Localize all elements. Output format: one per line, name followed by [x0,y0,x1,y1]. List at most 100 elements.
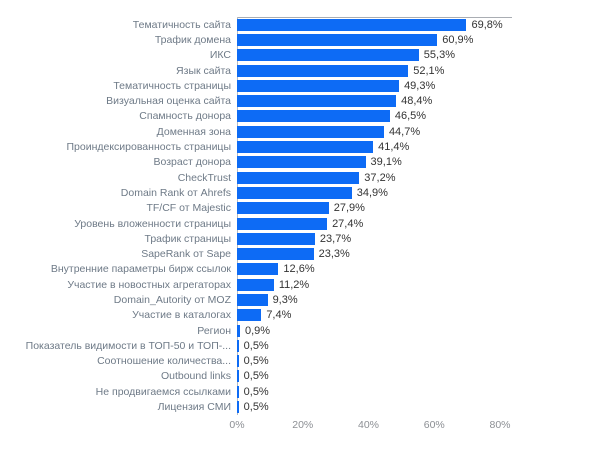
x-tick-label: 60% [423,419,445,431]
bar-track: 12,6% [237,263,600,276]
value-label: 0,5% [243,370,269,383]
bar-track: 27,4% [237,217,600,230]
x-tick-label: 20% [292,419,314,431]
x-tick-label: 40% [357,419,380,431]
bar-track: 0,5% [237,370,600,383]
bar [237,339,239,352]
value-label: 12,6% [283,263,315,276]
chart-row: Уровень вложенности страницы 27,4% [0,216,600,231]
category-label: Участие в каталогах [132,309,231,322]
chart-row: Участие в каталогах 7,4% [0,308,600,323]
bar-track: 0,9% [237,324,600,337]
value-label: 0,5% [243,401,269,414]
bar-track: 37,2% [237,171,600,184]
chart-row: Доменная зона 44,7% [0,124,600,139]
bar-track: 34,9% [237,186,600,199]
category-label: Не продвигаемся ссылками [95,385,231,398]
category-label: Уровень вложенности страницы [74,217,231,230]
bar-track: 7,4% [237,309,600,322]
category-label: Внутренние параметры бирж ссылок [50,263,231,276]
category-label: Доменная зона [156,125,231,138]
bar [237,263,279,276]
bar [237,278,274,291]
bar [237,141,374,154]
x-tick-label: 0% [229,419,245,431]
category-label: Язык сайта [176,64,231,77]
bar-track: 60,9% [237,33,600,46]
value-label: 11,2% [278,278,310,291]
bar-track: 44,7% [237,125,600,138]
category-label: Возраст донора [153,156,231,169]
category-label: Соотношение количества... [97,355,231,368]
chart-row: Участие в новостных агрегаторах 11,2% [0,277,600,292]
bar [237,125,384,138]
value-label: 55,3% [423,49,455,62]
value-label: 9,3% [272,293,298,306]
bar [237,33,438,46]
bar [237,293,268,306]
chart-row: Язык сайта 52,1% [0,63,600,78]
chart-row: Domain Rank от Ahrefs 34,9% [0,185,600,200]
category-label: Тематичность страницы [113,79,231,92]
bar-track: 0,5% [237,401,600,414]
bar [237,49,419,62]
chart-row: Внутренние параметры бирж ссылок 12,6% [0,262,600,277]
chart-row: Возраст донора 39,1% [0,155,600,170]
bar [237,110,390,123]
value-label: 23,3% [318,248,350,261]
bar [237,248,314,261]
category-label: CheckTrust [177,171,231,184]
bar [237,171,360,184]
value-label: 39,1% [370,156,402,169]
category-label: Показатель видимости в ТОП-50 и ТОП-... [25,339,231,352]
category-label: Трафик домена [154,33,231,46]
value-label: 0,5% [243,339,269,352]
bar [237,217,328,230]
bar [237,156,366,169]
chart-row: CheckTrust 37,2% [0,170,600,185]
value-label: 27,4% [332,217,364,230]
bar-track: 11,2% [237,278,600,291]
bar-track: 23,7% [237,232,600,245]
value-label: 27,9% [333,202,365,215]
value-label: 0,9% [244,324,271,337]
bar [237,401,239,414]
category-label: Трафик страницы [144,232,231,245]
chart-row: Спамность донора 46,5% [0,109,600,124]
chart-row: Трафик страницы 23,7% [0,231,600,246]
bar [237,64,409,77]
x-axis: 0% 20% 40% 60% 80% [0,419,600,433]
value-label: 23,7% [319,232,352,245]
bar [237,355,239,368]
value-label: 69,8% [471,18,503,31]
value-label: 44,7% [388,125,421,138]
chart-row: ИКС 55,3% [0,48,600,63]
category-label: Визуальная оценка сайта [106,95,231,108]
category-label: ИКС [209,49,231,62]
value-label: 37,2% [364,171,396,184]
bar-track: 0,5% [237,339,600,352]
category-label: Domain Rank от Ahrefs [120,186,231,199]
category-label: Регион [197,324,231,337]
bar [237,232,315,245]
chart-row: Лицензия СМИ 0,5% [0,399,600,414]
plot-top-border [237,17,512,18]
chart-row: Показатель видимости в ТОП-50 и ТОП-... 0… [0,338,600,353]
value-label: 0,5% [243,385,269,398]
bar [237,18,467,31]
bar [237,95,397,108]
bar [237,324,240,337]
chart-row: Тематичность сайта 69,8% [0,17,600,32]
bar-track: 0,5% [237,355,600,368]
bar-track: 69,8% [237,18,600,31]
category-label: Проиндексированность страницы [66,141,231,154]
chart-row: Тематичность страницы 49,3% [0,78,600,93]
bar [237,186,352,199]
chart-row: Domain_Autority от MOZ 9,3% [0,292,600,307]
category-label: SapeRank от Sape [141,248,231,261]
bar [237,79,400,92]
value-label: 60,9% [442,33,474,46]
chart-row: Проиндексированность страницы 41,4% [0,139,600,154]
chart-row: Outbound links 0,5% [0,369,600,384]
